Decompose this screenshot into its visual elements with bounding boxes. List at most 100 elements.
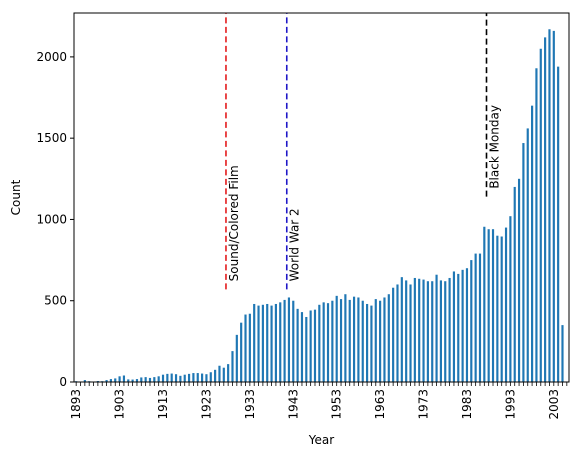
bar-1900 [105,380,108,382]
bar-1983 [465,268,469,382]
bar-1914 [166,373,169,382]
bar-1905 [127,379,130,382]
bar-2003 [552,30,555,382]
annotation-label-2: Black Monday [488,105,502,189]
bar-1989 [491,229,495,382]
bar-1991 [500,236,503,382]
bar-1985 [474,253,477,382]
bar-1932 [244,314,247,382]
bar-1925 [214,369,217,382]
bar-1908 [140,377,143,382]
bar-1923 [205,374,208,382]
annotation-label-1: World War 2 [288,208,302,281]
x-tick-label: 1903 [113,389,127,420]
bar-1903 [118,376,121,382]
bar-1988 [487,229,490,382]
bar-2000 [539,48,542,382]
bar-1906 [131,379,134,382]
bar-1965 [387,294,390,382]
bar-1940 [279,302,282,382]
bar-1933 [248,313,251,382]
bar-1936 [261,304,264,382]
bar-1948 [313,309,317,382]
y-tick-label: 2000 [36,50,67,64]
bar-1979 [448,277,451,382]
bar-1986 [478,253,482,382]
bar-1977 [439,280,442,382]
bar-1945 [300,312,304,382]
bar-1935 [257,305,260,382]
x-tick-label: 2003 [547,389,561,420]
bar-1924 [209,372,212,382]
bar-1942 [287,297,291,382]
bar-1992 [504,227,508,382]
bar-1941 [283,299,286,382]
bar-1926 [218,365,221,382]
bar-1964 [383,297,386,382]
bar-1929 [231,351,234,382]
x-tick-label: 1993 [503,389,517,420]
bar-1916 [174,374,178,382]
bar-1955 [344,294,347,382]
bar-1967 [396,284,399,382]
bar-1918 [183,374,186,382]
bar-1912 [157,376,160,382]
bar-1927 [222,367,225,382]
annotations-group: Sound/Colored Film World War 2 Black Monda… [225,13,502,290]
bar-1968 [400,277,403,382]
bar-1990 [496,235,499,382]
bar-1907 [135,379,139,382]
bar-1999 [535,68,538,383]
bar-1971 [413,277,416,382]
bar-1962 [374,299,377,382]
bar-1969 [405,280,408,382]
bar-1946 [305,316,308,382]
bars-group [75,29,564,383]
bar-1901 [109,379,112,382]
x-tick-label: 1893 [69,389,83,420]
bar-1950 [322,302,325,382]
bar-1993 [509,216,512,382]
bar-1966 [392,287,395,382]
bar-1939 [274,303,277,382]
bar-1961 [370,305,373,382]
bar-1958 [357,297,360,382]
y-tick-label: 1000 [36,212,67,226]
annotation-label-0: Sound/Colored Film [227,165,241,281]
bar-1915 [170,373,173,382]
x-tick-label: 1963 [373,389,387,420]
bar-1976 [435,274,438,382]
bar-2001 [544,37,547,382]
bar-1895 [83,380,86,382]
bar-1956 [348,299,351,382]
bar-1997 [526,128,529,382]
bar-1987 [483,226,486,382]
bar-1921 [196,373,199,382]
bar-1954 [339,299,343,382]
bar-1957 [352,296,356,382]
bar-1949 [318,304,321,382]
bar-1944 [296,308,299,382]
bar-1998 [531,105,534,382]
x-tick-label: 1913 [156,389,170,420]
x-tick-label: 1943 [286,389,300,420]
x-axis: 1893 1903 1913 1923 1933 1943 1953 1963 1973 1983… [69,382,568,420]
plot-frame [73,12,570,383]
bar-1904 [122,375,126,382]
y-tick-label: 0 [59,375,67,389]
bar-1974 [426,281,429,382]
bar-1920 [192,373,195,382]
bar-1952 [331,300,334,382]
bar-1934 [253,303,256,382]
x-tick-label: 1953 [330,389,344,420]
bar-1978 [444,281,447,382]
bar-1980 [452,271,456,382]
bar-1913 [161,374,165,382]
bar-1902 [114,378,117,382]
bar-1960 [366,303,369,382]
bar-1911 [153,377,156,382]
bar-1928 [227,364,230,382]
bar-1947 [309,310,312,382]
bar-1951 [326,303,330,382]
